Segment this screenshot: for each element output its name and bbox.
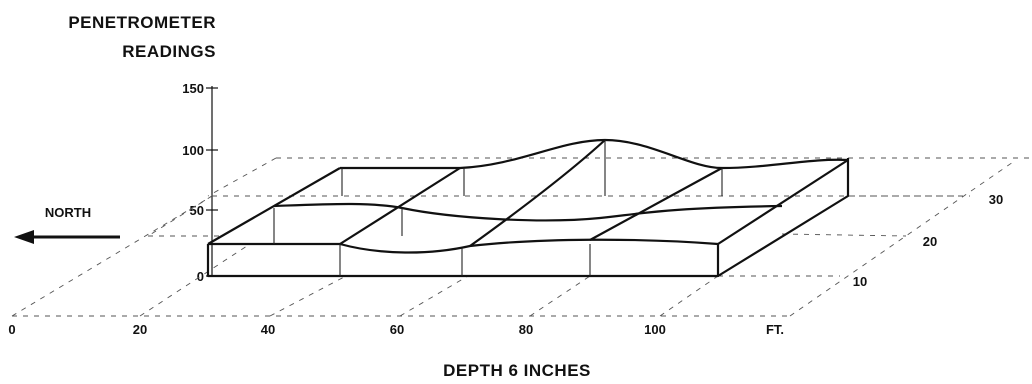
y-axis-title-line2: READINGS — [122, 42, 216, 61]
z-tick-label-10: 10 — [853, 274, 867, 289]
y-tick-label-100: 100 — [182, 143, 204, 158]
reference-grid — [11, 157, 1032, 317]
soil-surface-box — [206, 138, 850, 278]
x-tick-label-60: 60 — [390, 322, 404, 337]
y-axis-title-line1: PENETROMETER — [68, 13, 216, 32]
y-tick-label-50: 50 — [190, 203, 204, 218]
x-tick-label-40: 40 — [261, 322, 275, 337]
north-arrow-icon — [14, 230, 34, 244]
z-tick-label-30: 30 — [989, 192, 1003, 207]
north-label: NORTH — [45, 205, 91, 220]
x-tick-label-100: 100 — [644, 322, 666, 337]
x-axis-title: DEPTH 6 INCHES — [443, 361, 591, 380]
x-tick-label-ft: FT. — [766, 322, 784, 337]
y-tick-label-0: 0 — [197, 269, 204, 284]
x-tick-label-0: 0 — [8, 322, 15, 337]
x-tick-label-20: 20 — [133, 322, 147, 337]
x-tick-label-80: 80 — [519, 322, 533, 337]
y-tick-label-150: 150 — [182, 81, 204, 96]
z-tick-label-20: 20 — [923, 234, 937, 249]
